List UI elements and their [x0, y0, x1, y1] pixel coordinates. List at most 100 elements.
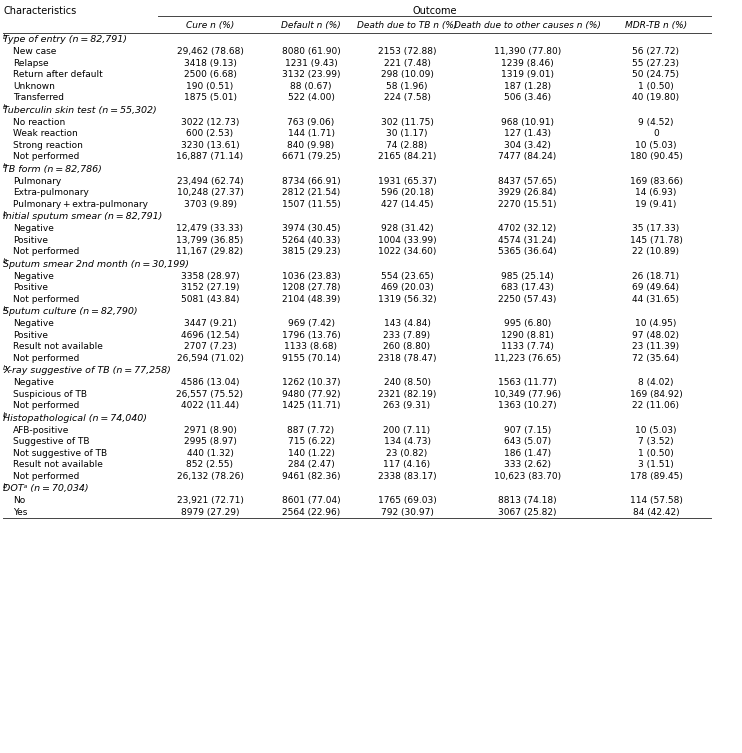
- Text: 0: 0: [653, 130, 659, 139]
- Text: Relapse: Relapse: [13, 59, 49, 68]
- Text: Death due to TB n (%): Death due to TB n (%): [357, 21, 457, 30]
- Text: Initial sputum smear (n = 82,791): Initial sputum smear (n = 82,791): [3, 212, 162, 221]
- Text: b: b: [3, 163, 7, 169]
- Text: 22 (10.89): 22 (10.89): [632, 247, 680, 256]
- Text: 3358 (28.97): 3358 (28.97): [181, 272, 240, 281]
- Text: 11,223 (76.65): 11,223 (76.65): [494, 354, 561, 363]
- Text: 16,887 (71.14): 16,887 (71.14): [177, 152, 243, 161]
- Text: 600 (2.53): 600 (2.53): [186, 130, 234, 139]
- Text: 127 (1.43): 127 (1.43): [504, 130, 551, 139]
- Text: 58 (1.96): 58 (1.96): [387, 82, 427, 91]
- Text: 3022 (12.73): 3022 (12.73): [181, 117, 239, 127]
- Text: 3230 (13.61): 3230 (13.61): [181, 141, 240, 150]
- Text: 1363 (10.27): 1363 (10.27): [498, 401, 556, 410]
- Text: Not performed: Not performed: [13, 247, 79, 256]
- Text: 23 (0.82): 23 (0.82): [387, 449, 427, 458]
- Text: Sputum smear 2nd month (n = 30,199): Sputum smear 2nd month (n = 30,199): [3, 260, 189, 269]
- Text: 263 (9.31): 263 (9.31): [384, 401, 430, 410]
- Text: 260 (8.80): 260 (8.80): [384, 343, 430, 351]
- Text: 1319 (9.01): 1319 (9.01): [501, 70, 554, 79]
- Text: 715 (6.22): 715 (6.22): [287, 437, 335, 447]
- Text: 50 (24.75): 50 (24.75): [632, 70, 680, 79]
- Text: 4586 (13.04): 4586 (13.04): [181, 378, 239, 387]
- Text: 4696 (12.54): 4696 (12.54): [181, 331, 239, 340]
- Text: 186 (1.47): 186 (1.47): [504, 449, 551, 458]
- Text: Strong reaction: Strong reaction: [13, 141, 83, 150]
- Text: 84 (42.42): 84 (42.42): [633, 508, 680, 517]
- Text: 11,167 (29.82): 11,167 (29.82): [177, 247, 243, 256]
- Text: 304 (3.42): 304 (3.42): [504, 141, 551, 150]
- Text: 440 (1.32): 440 (1.32): [186, 449, 234, 458]
- Text: 8734 (66.91): 8734 (66.91): [282, 177, 341, 186]
- Text: Positive: Positive: [13, 283, 48, 292]
- Text: 1796 (13.76): 1796 (13.76): [282, 331, 341, 340]
- Text: 3447 (9.21): 3447 (9.21): [184, 319, 236, 328]
- Text: 1239 (8.46): 1239 (8.46): [501, 59, 554, 68]
- Text: 3703 (9.89): 3703 (9.89): [183, 200, 237, 209]
- Text: 969 (7.42): 969 (7.42): [287, 319, 335, 328]
- Text: Not performed: Not performed: [13, 471, 79, 480]
- Text: 97 (48.02): 97 (48.02): [632, 331, 680, 340]
- Text: 22 (11.06): 22 (11.06): [632, 401, 680, 410]
- Text: 1133 (8.68): 1133 (8.68): [284, 343, 338, 351]
- Text: 2338 (83.17): 2338 (83.17): [378, 471, 436, 480]
- Text: 427 (14.45): 427 (14.45): [381, 200, 433, 209]
- Text: Return after default: Return after default: [13, 70, 102, 79]
- Text: 2564 (22.96): 2564 (22.96): [282, 508, 340, 517]
- Text: 1004 (33.99): 1004 (33.99): [378, 236, 436, 245]
- Text: 69 (49.64): 69 (49.64): [632, 283, 680, 292]
- Text: Positive: Positive: [13, 236, 48, 245]
- Text: 1 (0.50): 1 (0.50): [638, 82, 674, 91]
- Text: Type of entry (n = 82,791): Type of entry (n = 82,791): [3, 35, 127, 44]
- Text: Not suggestive of TB: Not suggestive of TB: [13, 449, 107, 458]
- Text: Negative: Negative: [13, 272, 54, 281]
- Text: Unknown: Unknown: [13, 82, 55, 91]
- Text: 233 (7.89): 233 (7.89): [384, 331, 430, 340]
- Text: No: No: [13, 496, 25, 505]
- Text: 596 (20.18): 596 (20.18): [381, 188, 433, 197]
- Text: 1765 (69.03): 1765 (69.03): [378, 496, 436, 505]
- Text: 200 (7.11): 200 (7.11): [384, 425, 430, 434]
- Text: 907 (7.15): 907 (7.15): [504, 425, 551, 434]
- Text: 72 (35.64): 72 (35.64): [632, 354, 680, 363]
- Text: DOTᵃ (n = 70,034): DOTᵃ (n = 70,034): [3, 484, 88, 493]
- Text: 302 (11.75): 302 (11.75): [381, 117, 433, 127]
- Text: Negative: Negative: [13, 378, 54, 387]
- Text: 840 (9.98): 840 (9.98): [287, 141, 335, 150]
- Text: 469 (20.03): 469 (20.03): [381, 283, 433, 292]
- Text: 928 (31.42): 928 (31.42): [381, 224, 433, 233]
- Text: 2971 (8.90): 2971 (8.90): [183, 425, 237, 434]
- Text: 12,479 (33.33): 12,479 (33.33): [177, 224, 243, 233]
- Text: 2165 (84.21): 2165 (84.21): [378, 152, 436, 161]
- Text: b: b: [3, 483, 7, 489]
- Text: 30 (1.17): 30 (1.17): [387, 130, 427, 139]
- Text: Negative: Negative: [13, 224, 54, 233]
- Text: 4574 (31.24): 4574 (31.24): [499, 236, 556, 245]
- Text: Default n (%): Default n (%): [281, 21, 341, 30]
- Text: 55 (27.23): 55 (27.23): [632, 59, 680, 68]
- Text: 10,349 (77.96): 10,349 (77.96): [494, 390, 561, 399]
- Text: Suspicious of TB: Suspicious of TB: [13, 390, 87, 399]
- Text: 26,557 (75.52): 26,557 (75.52): [177, 390, 243, 399]
- Text: 56 (27.72): 56 (27.72): [632, 47, 680, 56]
- Text: 169 (83.66): 169 (83.66): [629, 177, 683, 186]
- Text: 187 (1.28): 187 (1.28): [504, 82, 551, 91]
- Text: 683 (17.43): 683 (17.43): [501, 283, 554, 292]
- Text: 240 (8.50): 240 (8.50): [384, 378, 430, 387]
- Text: Outcome: Outcome: [413, 6, 457, 16]
- Text: 7477 (84.24): 7477 (84.24): [499, 152, 556, 161]
- Text: b: b: [3, 364, 7, 370]
- Text: 11,390 (77.80): 11,390 (77.80): [494, 47, 561, 56]
- Text: Suggestive of TB: Suggestive of TB: [13, 437, 90, 447]
- Text: 10 (4.95): 10 (4.95): [635, 319, 677, 328]
- Text: 44 (31.65): 44 (31.65): [632, 294, 680, 303]
- Text: X-ray suggestive of TB (n = 77,258): X-ray suggestive of TB (n = 77,258): [3, 366, 171, 375]
- Text: 2812 (21.54): 2812 (21.54): [282, 188, 340, 197]
- Text: 40 (19.80): 40 (19.80): [632, 93, 680, 102]
- Text: 8080 (61.90): 8080 (61.90): [282, 47, 341, 56]
- Text: 1208 (27.78): 1208 (27.78): [282, 283, 341, 292]
- Text: No reaction: No reaction: [13, 117, 65, 127]
- Text: 1931 (65.37): 1931 (65.37): [378, 177, 436, 186]
- Text: 1 (0.50): 1 (0.50): [638, 449, 674, 458]
- Text: Transferred: Transferred: [13, 93, 64, 102]
